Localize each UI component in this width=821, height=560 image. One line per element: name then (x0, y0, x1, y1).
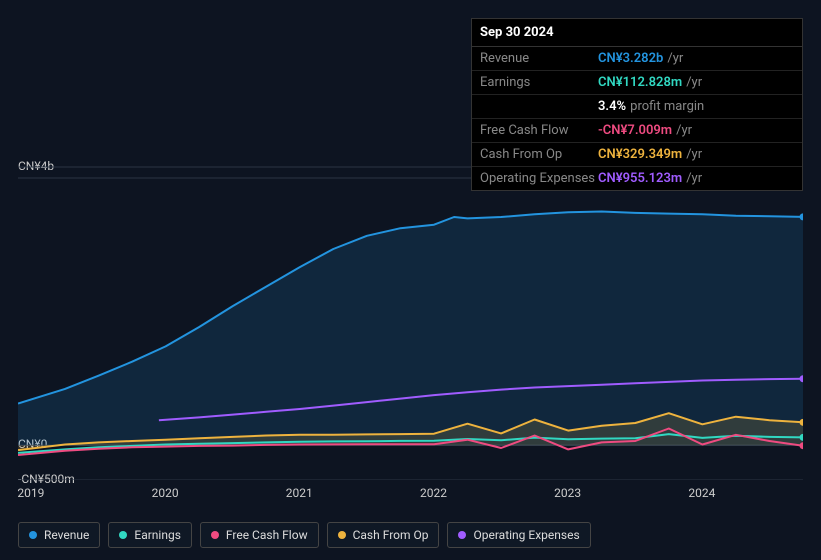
tooltip-number: CN¥955.123m (598, 171, 682, 186)
tooltip-value: -CN¥7.009m/yr (598, 123, 794, 138)
legend-item-earnings[interactable]: Earnings (108, 522, 192, 548)
tooltip-label: Cash From Op (480, 147, 598, 162)
legend-item-opex[interactable]: Operating Expenses (447, 522, 590, 548)
tooltip-number: 3.4% (598, 99, 626, 114)
tooltip-row: Operating ExpensesCN¥955.123m/yr (472, 167, 802, 190)
tooltip-unit: /yr (686, 147, 702, 162)
tooltip-number: CN¥112.828m (598, 75, 682, 90)
tooltip-row: EarningsCN¥112.828m/yr (472, 71, 802, 95)
chart-legend: Revenue Earnings Free Cash Flow Cash From O… (18, 522, 591, 548)
tooltip-label: Revenue (480, 51, 598, 66)
legend-dot-icon (211, 531, 219, 539)
x-axis-label: 2020 (152, 486, 179, 500)
legend-label: Cash From Op (353, 528, 429, 542)
tooltip-unit: profit margin (630, 99, 704, 114)
tooltip-unit: /yr (686, 75, 702, 90)
tooltip-number: CN¥329.349m (598, 147, 682, 162)
tooltip-value: CN¥112.828m/yr (598, 75, 794, 90)
tooltip-value: CN¥329.349m/yr (598, 147, 794, 162)
tooltip-unit: /yr (676, 123, 692, 138)
tooltip-row: RevenueCN¥3.282b/yr (472, 47, 802, 71)
tooltip-label (480, 99, 598, 114)
chart-area[interactable] (18, 160, 803, 480)
legend-label: Free Cash Flow (226, 528, 308, 542)
legend-label: Operating Expenses (473, 528, 579, 542)
x-axis-label: 2024 (688, 486, 715, 500)
tooltip-value: 3.4% profit margin (598, 99, 794, 114)
legend-item-fcf[interactable]: Free Cash Flow (200, 522, 319, 548)
x-axis-label: 2021 (286, 486, 313, 500)
legend-dot-icon (119, 531, 127, 539)
legend-item-cash_op[interactable]: Cash From Op (327, 522, 440, 548)
revenue-area (18, 212, 803, 446)
tooltip-label: Free Cash Flow (480, 123, 598, 138)
legend-label: Earnings (134, 528, 181, 542)
line-chart-svg (18, 160, 803, 480)
tooltip-row: Free Cash Flow-CN¥7.009m/yr (472, 119, 802, 143)
tooltip-number: CN¥3.282b (598, 51, 663, 66)
tooltip-unit: /yr (686, 171, 702, 186)
tooltip-row: Cash From OpCN¥329.349m/yr (472, 143, 802, 167)
tooltip-unit: /yr (667, 51, 683, 66)
legend-dot-icon (458, 531, 466, 539)
legend-dot-icon (29, 531, 37, 539)
data-tooltip: Sep 30 2024 RevenueCN¥3.282b/yrEarningsC… (471, 18, 803, 191)
tooltip-date: Sep 30 2024 (472, 19, 802, 47)
x-axis-label: 2023 (554, 486, 581, 500)
tooltip-label: Earnings (480, 75, 598, 90)
x-axis-labels: 2019 2020 2021 2022 2023 2024 (18, 486, 803, 502)
x-axis-label: 2022 (420, 486, 447, 500)
legend-item-revenue[interactable]: Revenue (18, 522, 100, 548)
tooltip-value: CN¥3.282b/yr (598, 51, 794, 66)
tooltip-row: 3.4% profit margin (472, 95, 802, 119)
x-axis-label: 2019 (17, 486, 44, 500)
tooltip-label: Operating Expenses (480, 171, 598, 186)
tooltip-value: CN¥955.123m/yr (598, 171, 794, 186)
tooltip-rows: RevenueCN¥3.282b/yrEarningsCN¥112.828m/y… (472, 47, 802, 190)
tooltip-number: -CN¥7.009m (598, 123, 672, 138)
legend-dot-icon (338, 531, 346, 539)
legend-label: Revenue (44, 528, 89, 542)
